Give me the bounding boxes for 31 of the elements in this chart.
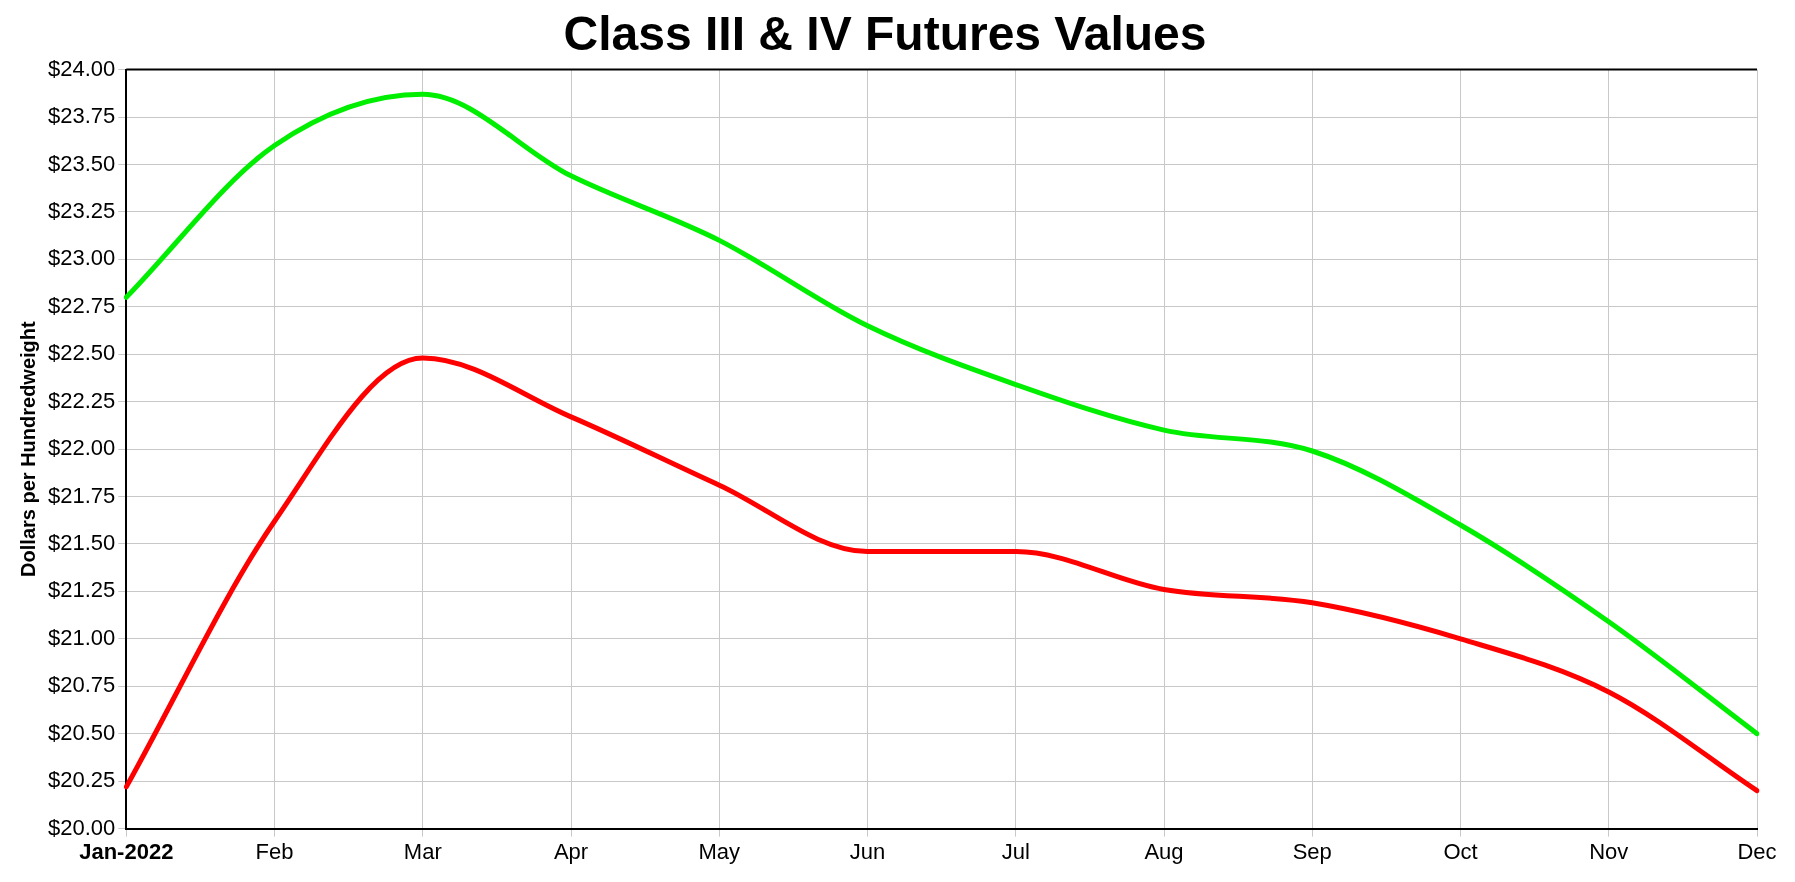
chart-title: Class III & IV Futures Values: [563, 7, 1207, 61]
x-tick-label: Aug: [1144, 838, 1184, 864]
y-tick-label: $21.50: [47, 530, 116, 556]
y-tick-label: $20.50: [47, 719, 116, 745]
x-tick-label: Nov: [1589, 838, 1629, 864]
x-tick-label: Feb: [255, 838, 294, 864]
x-tick-label: Jul: [1001, 838, 1030, 864]
y-axis-title: Dollars per Hundredweight: [16, 320, 39, 577]
y-tick-label: $23.25: [47, 197, 116, 223]
y-tick-label: $23.75: [47, 103, 116, 129]
y-tick-label: $22.00: [47, 435, 116, 461]
y-tick-label: $21.25: [47, 577, 116, 603]
y-tick-label: $20.25: [47, 767, 116, 793]
y-tick-label: $21.00: [47, 624, 116, 650]
y-tick-label: $20.75: [47, 672, 116, 698]
y-tick-label: $21.75: [47, 482, 116, 508]
y-tick-label: $23.50: [47, 150, 116, 176]
x-tick-label: Jan-2022: [79, 838, 174, 864]
x-tick-label: Dec: [1737, 838, 1777, 864]
y-tick-label: $20.00: [47, 814, 116, 840]
y-tick-label: $23.00: [47, 245, 116, 271]
y-tick-label: $22.75: [47, 292, 116, 318]
x-tick-label: May: [698, 838, 741, 864]
x-tick-label: Mar: [403, 838, 442, 864]
x-tick-label: Apr: [553, 838, 589, 864]
y-tick-label: $24.00: [47, 55, 116, 81]
x-tick-label: Jun: [849, 838, 886, 864]
y-tick-label: $22.50: [47, 340, 116, 366]
x-tick-label: Sep: [1292, 838, 1332, 864]
y-tick-label: $22.25: [47, 387, 116, 413]
x-tick-label: Oct: [1443, 838, 1478, 864]
